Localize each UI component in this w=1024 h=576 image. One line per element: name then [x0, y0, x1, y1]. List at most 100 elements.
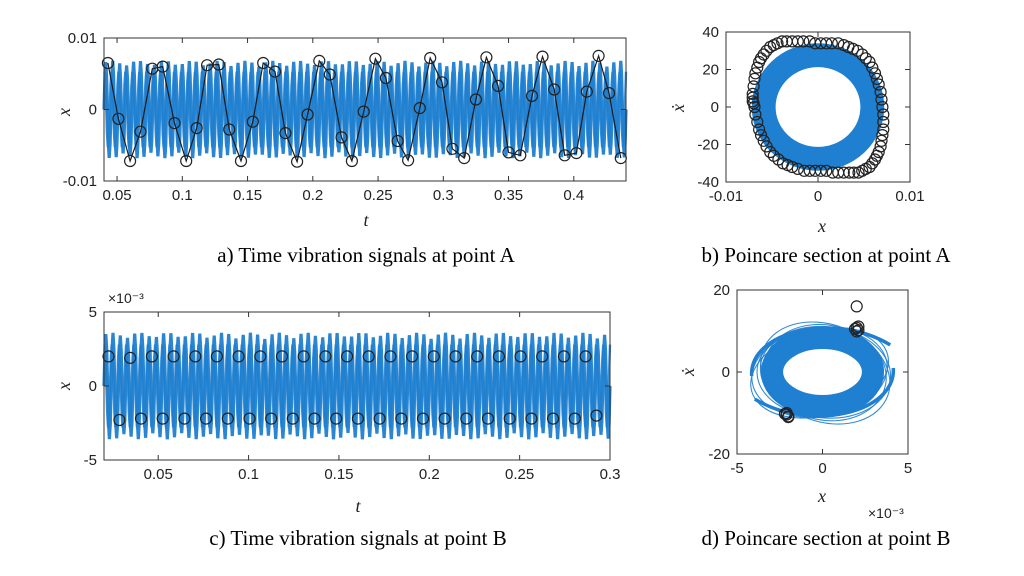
panel-b-poincare-marker	[866, 61, 879, 74]
panel-d-x-ticks: -5 0 5	[730, 290, 912, 477]
panel-d-x-tick-label: 0	[818, 460, 826, 477]
panel-c-y-ticks: 5 0 -5	[84, 304, 610, 469]
panel-c-y-tick-label: 0	[89, 378, 97, 395]
panel-c-poincare-marker	[275, 350, 289, 363]
panel-c-poincare-marker	[427, 350, 440, 363]
panel-a-poincare-marker	[525, 89, 539, 103]
panel-c-poincare-marker	[102, 350, 115, 363]
panel-a-x-tick-label: 0.25	[363, 187, 392, 204]
panel-b-poincare-marker	[803, 164, 816, 177]
panel-a-x-tick-label: 0.1	[172, 187, 193, 204]
panel-c-poincare-marker	[362, 350, 375, 363]
panel-d-orbit-trace-thick	[749, 326, 892, 377]
panel-a-signal-band-inner	[103, 71, 628, 148]
panel-b-poincare-marker	[852, 166, 865, 179]
panel-d-orbit-trace-thick	[753, 367, 896, 418]
panel-b-poincare-marker	[797, 35, 810, 48]
panel-b-caption: b) Poincare section at point A	[701, 243, 951, 267]
panel-a-poincare-marker	[323, 68, 336, 81]
panel-a-poincare-marker	[570, 147, 583, 160]
panel-c-poincare-marker	[189, 350, 202, 363]
panel-d-orbit	[749, 321, 896, 425]
panel-c-poincare-marker	[471, 350, 484, 363]
panel-b-poincare-marker	[775, 35, 789, 48]
panel-d-poincare-b: -5 0 5 20 0 -20 ×10⁻³ x ẋ d) Poincare sectio…	[678, 282, 951, 550]
panel-b-poincare-marker	[874, 85, 887, 99]
panel-b-y-tick-label: 40	[702, 24, 719, 41]
panel-b-poincare-marker	[863, 55, 876, 69]
panel-a-x-label: t	[363, 210, 369, 230]
panel-a-poincare-marker	[134, 125, 147, 138]
panel-c-poincare-marker	[546, 412, 560, 425]
panel-c-poincare-marker	[449, 350, 462, 363]
panel-a-x-ticks: 0.05 0.1 0.15 0.2 0.25 0.3 0.35 0.4	[102, 38, 584, 204]
panel-b-poincare-marker	[875, 93, 888, 106]
panel-a-poincare-marker	[402, 154, 415, 167]
panel-b-poincare-marker	[832, 166, 845, 179]
panel-c-x-ticks: 0.05 0.1 0.15 0.2 0.25 0.3	[144, 312, 621, 483]
panel-a-poincare-marker	[257, 56, 270, 70]
panel-a-x-tick-label: 0.05	[102, 187, 131, 204]
panel-a-poincare-marker	[592, 49, 605, 63]
panel-c-poincare-marker	[557, 350, 571, 363]
panel-c-signal	[102, 332, 612, 440]
panel-b-x-label: x	[817, 216, 826, 236]
panel-d-orbit-trace	[764, 323, 887, 422]
panel-c-poincare-marker	[395, 412, 408, 425]
panel-a-poincare-marker	[335, 131, 348, 144]
panel-b-poincare-marker	[746, 87, 759, 101]
panel-d-y-label: ẋ	[678, 368, 698, 377]
panel-c-poincare-marker	[200, 412, 213, 425]
panel-a-poincare-marker	[369, 52, 382, 65]
panel-b-poincare-marker	[872, 78, 885, 91]
panel-a-x-tick-label: 0.35	[494, 187, 523, 204]
panel-d-caption: d) Poincare section at point B	[701, 526, 950, 550]
panel-c-markers	[102, 350, 603, 427]
panel-c-poincare-marker	[113, 413, 126, 427]
panel-c-y-tick-label: 5	[89, 304, 97, 321]
panel-d-poincare-marker	[778, 407, 792, 420]
panel-b-poincare-marker	[749, 67, 762, 80]
panel-b-poincare-marker	[760, 140, 773, 153]
panel-c-poincare-marker	[514, 350, 527, 363]
panel-b-poincare-marker	[798, 164, 811, 177]
panel-c-poincare-marker	[297, 350, 310, 363]
panel-c-poincare-marker	[536, 350, 549, 363]
panel-b-orbit	[751, 43, 885, 171]
panel-c-poincare-marker	[265, 412, 278, 425]
panel-b-poincare-marker	[877, 108, 890, 121]
panel-a-poincare-marker	[413, 101, 426, 115]
panel-b-poincare-marker	[868, 67, 882, 80]
panel-c-poincare-marker	[590, 409, 603, 422]
panel-c-poincare-marker	[210, 350, 223, 363]
panel-a-caption: a) Time vibration signals at point A	[217, 243, 515, 267]
panel-a-markers	[101, 49, 627, 168]
panel-a-y-label: x	[54, 108, 74, 117]
panel-b-x-tick-label: -0.01	[709, 188, 743, 205]
panel-c-x-tick-label: 0.3	[600, 466, 621, 483]
panel-a-poincare-marker	[391, 134, 404, 148]
panel-a-poincare-marker	[379, 71, 392, 85]
panel-a-poincare-marker	[558, 149, 571, 162]
panel-c-y-label: x	[54, 382, 74, 391]
panel-a-x-tick-label: 0.4	[563, 187, 584, 204]
panel-d-y-tick-label: -20	[708, 446, 730, 463]
panel-a-poincare-marker	[345, 154, 358, 168]
panel-b-poincare-marker	[767, 149, 780, 162]
panel-a-poincare-marker	[458, 152, 471, 165]
panel-c-poincare-marker	[481, 412, 495, 425]
panel-c-caption: c) Time vibration signals at point B	[209, 526, 507, 550]
panel-d-poincare-marker	[852, 320, 865, 333]
panel-c-poincare-marker	[124, 351, 137, 364]
panel-a-poincare-marker	[212, 58, 225, 71]
panel-a-poincare-marker	[548, 83, 561, 96]
panel-d-markers	[778, 300, 865, 424]
panel-a-x-tick-label: 0.3	[433, 187, 454, 204]
panel-c-y-exponent: ×10⁻³	[108, 290, 144, 306]
panel-a-poincare-marker	[112, 112, 125, 125]
panel-a-poincare-marker	[580, 85, 593, 98]
panel-b-poincare-marker	[751, 115, 764, 129]
panel-b-poincare-marker	[746, 91, 759, 104]
panel-c-poincare-marker	[568, 412, 581, 425]
panel-a-poincare-marker	[234, 154, 248, 168]
